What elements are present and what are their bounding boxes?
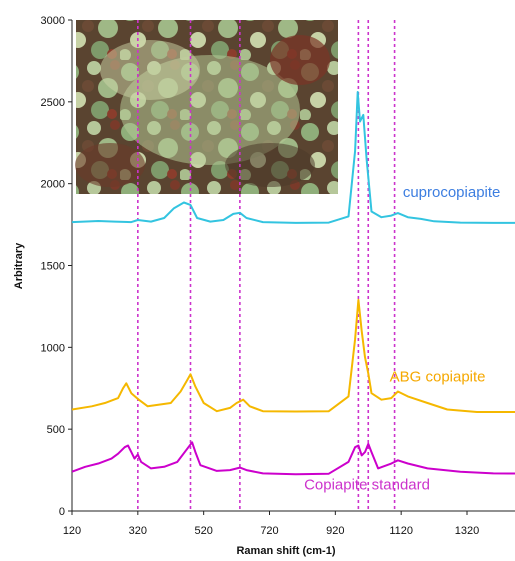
x-tick-label: 120 [63, 525, 81, 537]
y-tick-label: 2500 [41, 97, 65, 109]
x-tick-label: 1320 [455, 525, 479, 537]
x-tick-label: 720 [260, 525, 278, 537]
mineral-specimen-photo [75, 20, 338, 194]
series-line-abg-copiapite [72, 298, 515, 413]
x-tick-label: 320 [129, 525, 147, 537]
x-tick-label: 1120 [389, 525, 413, 537]
series-label: Copiapite standard [304, 477, 430, 494]
y-axis-ticks: 0 500 1000 1500 2000 2500 3000 [41, 15, 72, 518]
series-line-cuprocopiapite [72, 91, 515, 224]
y-axis-title: Arbitrary [13, 242, 25, 289]
y-tick-label: 0 [59, 506, 65, 518]
x-axis-ticks: 120320520720920112013201520 [63, 511, 479, 537]
y-tick-label: 1000 [41, 342, 65, 354]
x-tick-label: 920 [326, 525, 344, 537]
series-label: ABG copiapite [390, 369, 486, 386]
y-tick-label: 1500 [41, 261, 65, 273]
series-lines [72, 91, 515, 476]
x-axis-title: Raman shift (cm-1) [236, 545, 335, 557]
series-label: cuprocopiapite [403, 184, 501, 201]
y-tick-label: 2000 [41, 179, 65, 191]
y-tick-label: 500 [47, 424, 65, 436]
x-tick-label: 520 [194, 525, 212, 537]
series-annotations: cuprocopiapite ABG copiapite Copiapite sta… [304, 184, 500, 494]
y-tick-label: 3000 [41, 15, 65, 27]
reference-lines [137, 20, 396, 511]
series-line-copiapite-standard [72, 441, 515, 476]
